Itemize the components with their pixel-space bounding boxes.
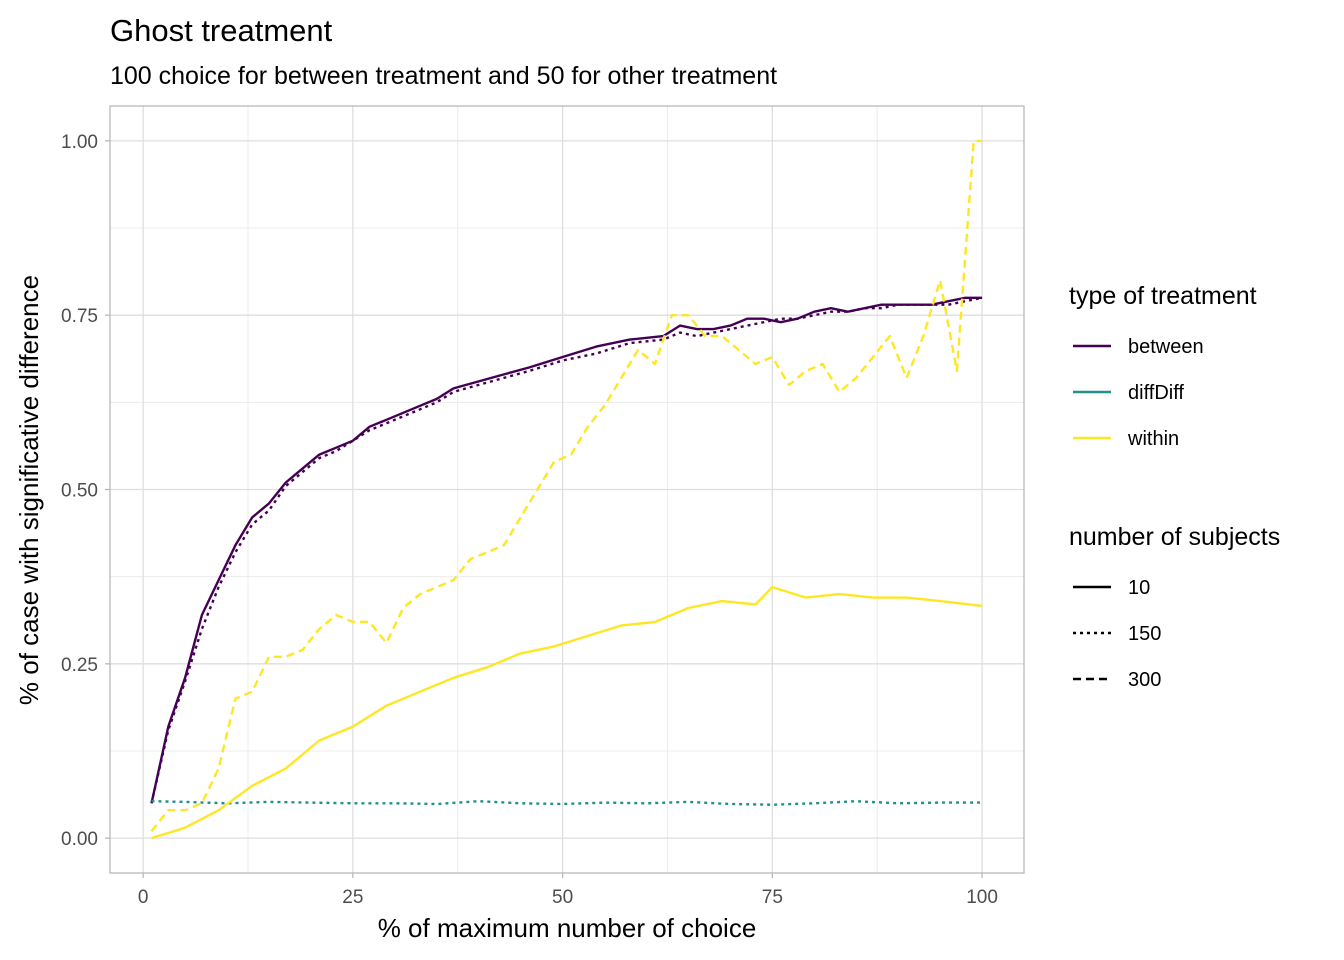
legend-subjects-title: number of subjects: [1069, 523, 1280, 551]
y-tick-label: 1.00: [61, 132, 98, 153]
chart-title: Ghost treatment: [110, 13, 333, 48]
series-line-within-300: [150, 139, 983, 832]
legend-treatment: type of treatment between diffDiff within: [1069, 282, 1257, 450]
legend-subjects: number of subjects 10 150 300: [1069, 523, 1280, 691]
y-axis-label: % of case with significative difference: [14, 275, 44, 705]
chart-subtitle: 100 choice for between treatment and 50 …: [110, 62, 777, 90]
legend-label-subjects-300: 300: [1128, 669, 1161, 691]
y-tick-label: 0.75: [61, 306, 98, 327]
legend-treatment-title: type of treatment: [1069, 282, 1257, 310]
legend-label-within: within: [1127, 428, 1179, 450]
series-line-within-10: [151, 585, 983, 840]
y-tick-label: 0.00: [61, 829, 98, 850]
y-tick-label: 0.25: [61, 655, 98, 676]
y-axis: 0.00 0.25 0.50 0.75 1.00: [61, 132, 110, 850]
x-tick-label: 50: [552, 887, 573, 908]
x-tick-label: 75: [762, 887, 783, 908]
series-lines: [150, 139, 983, 840]
legend-label-diffDiff: diffDiff: [1128, 382, 1184, 404]
major-gridlines: [110, 106, 1024, 873]
x-axis-label: % of maximum number of choice: [378, 913, 757, 943]
plot-panel: [109, 105, 1025, 874]
x-tick-label: 100: [966, 887, 998, 908]
y-tick-label: 0.50: [61, 481, 98, 502]
minor-gridlines: [110, 106, 1024, 873]
x-tick-label: 0: [138, 887, 149, 908]
x-axis: 0 25 50 75 100: [138, 873, 998, 908]
legend-label-subjects-10: 10: [1128, 577, 1150, 599]
x-tick-label: 25: [342, 887, 363, 908]
legend-label-between: between: [1128, 336, 1204, 358]
legend-label-subjects-150: 150: [1128, 623, 1161, 645]
series-line-between-150: [150, 296, 983, 804]
